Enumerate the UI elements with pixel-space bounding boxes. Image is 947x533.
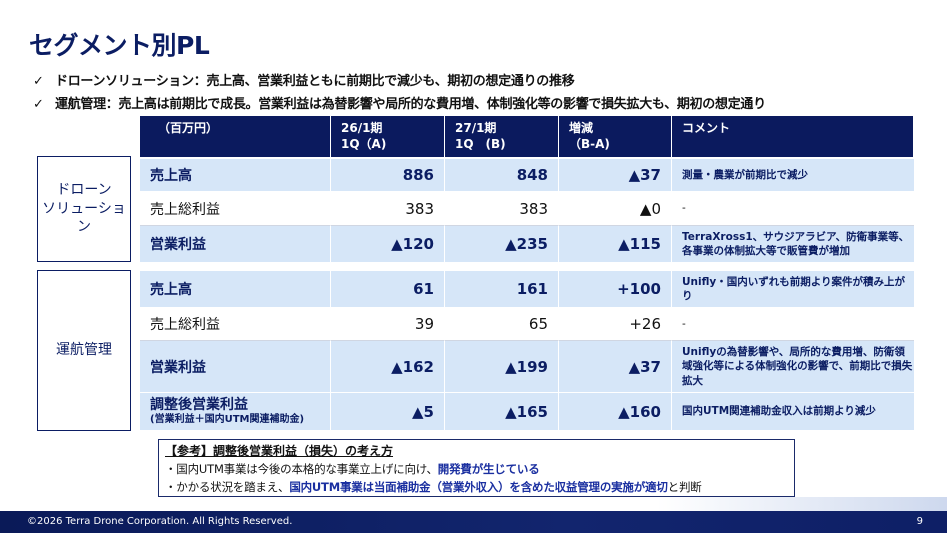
value-a: ▲5 [331, 393, 445, 431]
table-row: 営業利益 ▲120 ▲235 ▲115 TerraXross1、サウジアラビア、… [140, 226, 914, 263]
table-row: 売上高 61 161 +100 Unifly・国内いずれも前期より案件が積み上が… [140, 271, 914, 308]
reference-note-box: 【参考】調整後営業利益（損失）の考え方 ・国内UTM事業は今後の本格的な事業立上… [158, 439, 795, 497]
header-unit: （百万円） [140, 116, 331, 157]
segment-label-line: 運航管理 [56, 342, 112, 359]
value-diff: +100 [559, 271, 672, 308]
bullet-text: ドローンソリューション：売上高、営業利益ともに前期比で減少も、期初の想定通りの推… [55, 74, 575, 89]
row-item: 営業利益 [140, 226, 331, 263]
bullet-text: 運航管理：売上高は前期比で成長。営業利益は為替影響や局所的な費用増、体制強化等の… [55, 97, 766, 112]
row-item: 売上高 [140, 159, 331, 192]
copyright: ©2026 Terra Drone Corporation. All Right… [27, 516, 293, 527]
row-comment: - [672, 192, 914, 226]
value-b: 383 [445, 192, 559, 226]
table-row: 調整後営業利益 (営業利益＋国内UTM関連補助金) ▲5 ▲165 ▲160 国… [140, 393, 914, 431]
row-item: 調整後営業利益 [150, 397, 248, 414]
value-a: ▲120 [331, 226, 445, 263]
value-a: 61 [331, 271, 445, 308]
row-item: 売上総利益 [140, 308, 331, 341]
page-title: セグメント別PL [29, 31, 210, 60]
bullet-utm: ✓ 運航管理：売上高は前期比で成長。営業利益は為替影響や局所的な費用増、体制強化等… [33, 93, 766, 112]
table-row: 売上総利益 39 65 +26 - [140, 308, 914, 341]
row-comment: - [672, 308, 914, 341]
row-comment: Uniflyの為替影響や、局所的な費用増、防衛領域強化等による体制強化の影響で、… [672, 341, 914, 393]
row-item: 営業利益 [140, 341, 331, 393]
table-row: 売上高 886 848 ▲37 測量・農業が前期比で減少 [140, 159, 914, 192]
segment-label-drone: ドローン ソリューション [37, 156, 131, 262]
segment-label-line: ソリューション [42, 200, 126, 236]
header-col-comment: コメント [672, 116, 914, 157]
table-header: （百万円） 26/1期 1Q（A) 27/1期 1Q (B) 増減 （B-A) コメン… [140, 116, 914, 157]
check-icon: ✓ [33, 74, 44, 89]
footer-bar: ©2026 Terra Drone Corporation. All Right… [0, 497, 947, 533]
note-highlight: 開発費が生じている [437, 462, 540, 476]
value-diff: +26 [559, 308, 672, 341]
value-diff: ▲0 [559, 192, 672, 226]
value-b: 848 [445, 159, 559, 192]
value-b: 65 [445, 308, 559, 341]
value-a: 886 [331, 159, 445, 192]
segment-label-utm: 運航管理 [37, 270, 131, 431]
row-comment: 測量・農業が前期比で減少 [672, 159, 914, 192]
row-comment: 国内UTM関連補助金収入は前期より減少 [672, 393, 914, 431]
page-number: 9 [916, 516, 923, 527]
value-b: ▲165 [445, 393, 559, 431]
value-a: 383 [331, 192, 445, 226]
value-diff: ▲115 [559, 226, 672, 263]
row-item-adjusted: 調整後営業利益 (営業利益＋国内UTM関連補助金) [140, 393, 331, 431]
value-b: ▲199 [445, 341, 559, 393]
value-a: ▲162 [331, 341, 445, 393]
value-b: 161 [445, 271, 559, 308]
row-item: 売上高 [140, 271, 331, 308]
header-col-diff: 増減 （B-A) [559, 116, 672, 157]
value-diff: ▲37 [559, 159, 672, 192]
row-comment: Unifly・国内いずれも前期より案件が積み上がり [672, 271, 914, 308]
footer-decoration [657, 497, 947, 511]
note-highlight: 国内UTM事業は当面補助金（営業外収入）を含めた収益管理の実施が適切 [289, 480, 668, 494]
value-b: ▲235 [445, 226, 559, 263]
value-diff: ▲160 [559, 393, 672, 431]
table-row: 営業利益 ▲162 ▲199 ▲37 Uniflyの為替影響や、局所的な費用増、… [140, 341, 914, 393]
row-comment: TerraXross1、サウジアラビア、防衛事業等、各事業の体制拡大等で販管費が… [672, 226, 914, 263]
row-item-sub: (営業利益＋国内UTM関連補助金) [150, 413, 305, 425]
note-line-2: ・かかる状況を踏まえ、国内UTM事業は当面補助金（営業外収入）を含めた収益管理の… [165, 480, 702, 494]
value-diff: ▲37 [559, 341, 672, 393]
note-line-1: ・国内UTM事業は今後の本格的な事業立上げに向け、開発費が生じている [165, 462, 540, 476]
note-title: 【参考】調整後営業利益（損失）の考え方 [165, 444, 394, 458]
segment-label-line: ドローン [56, 181, 112, 198]
header-col-a: 26/1期 1Q（A) [331, 116, 445, 157]
check-icon: ✓ [33, 97, 44, 112]
row-item: 売上総利益 [140, 192, 331, 226]
table-row: 売上総利益 383 383 ▲0 - [140, 192, 914, 226]
bullet-drone: ✓ ドローンソリューション：売上高、営業利益ともに前期比で減少も、期初の想定通りの… [33, 70, 575, 89]
header-col-b: 27/1期 1Q (B) [445, 116, 559, 157]
value-a: 39 [331, 308, 445, 341]
